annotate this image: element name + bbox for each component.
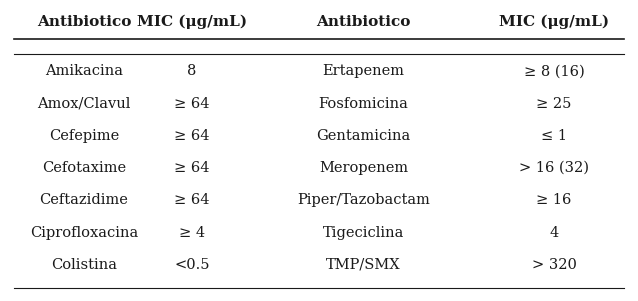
Text: Gentamicina: Gentamicina	[316, 129, 411, 143]
Text: Amox/Clavul: Amox/Clavul	[37, 97, 131, 111]
Text: Meropenem: Meropenem	[319, 161, 408, 175]
Text: Antibiotico: Antibiotico	[316, 15, 411, 29]
Text: ≥ 64: ≥ 64	[174, 193, 210, 207]
Text: <0.5: <0.5	[174, 258, 210, 272]
Text: Cefotaxime: Cefotaxime	[42, 161, 126, 175]
Text: 4: 4	[549, 225, 559, 240]
Text: > 320: > 320	[531, 258, 577, 272]
Text: ≥ 4: ≥ 4	[179, 225, 205, 240]
Text: MIC (μg/mL): MIC (μg/mL)	[137, 15, 247, 29]
Text: ≤ 1: ≤ 1	[541, 129, 567, 143]
Text: ≥ 64: ≥ 64	[174, 97, 210, 111]
Text: ≥ 8 (16): ≥ 8 (16)	[524, 64, 584, 79]
Text: Fosfomicina: Fosfomicina	[318, 97, 408, 111]
Text: ≥ 16: ≥ 16	[537, 193, 572, 207]
Text: ≥ 64: ≥ 64	[174, 161, 210, 175]
Text: 8: 8	[188, 64, 197, 79]
Text: Tigeciclina: Tigeciclina	[323, 225, 404, 240]
Text: Ciprofloxacina: Ciprofloxacina	[30, 225, 138, 240]
Text: Amikacina: Amikacina	[45, 64, 123, 79]
Text: Ertapenem: Ertapenem	[322, 64, 404, 79]
Text: > 16 (32): > 16 (32)	[519, 161, 589, 175]
Text: ≥ 64: ≥ 64	[174, 129, 210, 143]
Text: ≥ 25: ≥ 25	[537, 97, 572, 111]
Text: TMP/SMX: TMP/SMX	[326, 258, 401, 272]
Text: Antibiotico: Antibiotico	[37, 15, 131, 29]
Text: Cefepime: Cefepime	[49, 129, 119, 143]
Text: Colistina: Colistina	[51, 258, 117, 272]
Text: Ceftazidime: Ceftazidime	[40, 193, 128, 207]
Text: Piper/Tazobactam: Piper/Tazobactam	[297, 193, 430, 207]
Text: MIC (μg/mL): MIC (μg/mL)	[499, 15, 609, 29]
